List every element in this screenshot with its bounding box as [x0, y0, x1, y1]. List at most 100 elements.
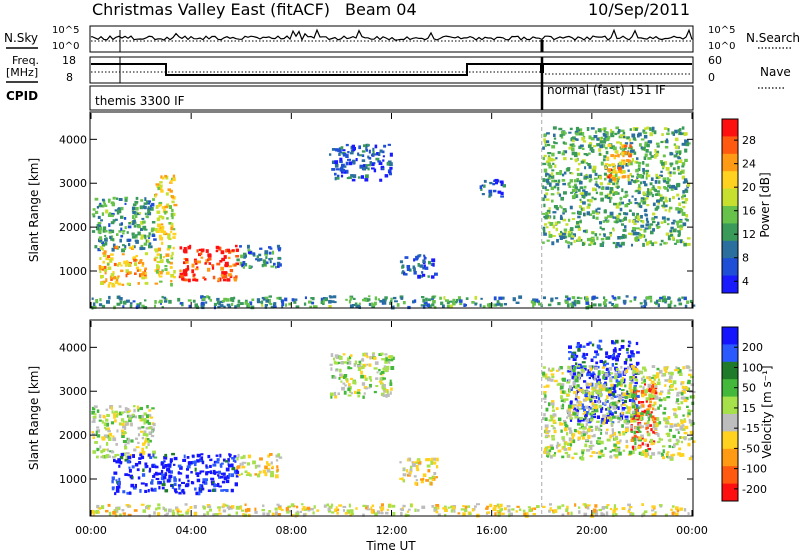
- echo-cell: [588, 142, 593, 146]
- echo-cell: [566, 241, 570, 244]
- echo-cell: [652, 404, 655, 407]
- echo-cell: [609, 199, 612, 203]
- colorbar-tick-label: -100: [742, 463, 767, 476]
- echo-cell: [599, 424, 603, 427]
- echo-cell: [326, 503, 329, 507]
- echo-cell: [559, 171, 562, 176]
- echo-cell: [577, 237, 581, 241]
- echo-cell: [223, 297, 228, 301]
- echo-cell: [147, 422, 151, 425]
- echo-cell: [582, 398, 587, 402]
- echo-cell: [496, 503, 500, 507]
- echo-cell: [599, 233, 602, 236]
- echo-cell: [642, 146, 645, 150]
- echo-cell: [615, 339, 619, 344]
- echo-cell: [545, 451, 549, 454]
- echo-cell: [120, 234, 124, 238]
- echo-cell: [605, 511, 609, 516]
- echo-cell: [598, 450, 603, 455]
- echo-cell: [572, 372, 577, 376]
- echo-cell: [574, 179, 577, 183]
- echo-cell: [363, 164, 367, 168]
- echo-cell: [371, 305, 374, 309]
- echo-cell: [628, 153, 632, 158]
- echo-cell: [672, 434, 676, 439]
- echo-cell: [547, 367, 550, 372]
- echo-cell: [407, 457, 412, 462]
- echo-cell: [149, 204, 152, 208]
- echo-cell: [101, 198, 105, 202]
- echo-cell: [463, 303, 466, 307]
- echo-cell: [562, 173, 565, 177]
- echo-cell: [573, 452, 578, 455]
- echo-cell: [567, 244, 570, 249]
- echo-cell: [656, 372, 660, 376]
- echo-cell: [547, 221, 551, 224]
- echo-cell: [400, 296, 404, 300]
- echo-cell: [627, 181, 632, 185]
- echo-cell: [656, 190, 660, 193]
- echo-cell: [112, 275, 117, 280]
- echo-cell: [91, 406, 96, 411]
- echo-cell: [243, 255, 246, 259]
- echo-cell: [641, 425, 645, 429]
- echo-cell: [139, 302, 142, 305]
- echo-cell: [640, 224, 645, 228]
- echo-cell: [652, 185, 655, 188]
- echo-cell: [218, 512, 222, 515]
- echo-cell: [657, 225, 661, 228]
- echo-cell: [330, 367, 333, 371]
- echo-cell: [636, 227, 640, 230]
- echo-cell: [545, 427, 548, 432]
- echo-cell: [569, 372, 573, 375]
- echo-cell: [112, 437, 117, 442]
- echo-cell: [235, 506, 240, 510]
- echo-cell: [335, 369, 339, 372]
- echo-cell: [383, 144, 387, 148]
- echo-cell: [110, 273, 115, 277]
- echo-cell: [579, 297, 583, 300]
- echo-cell: [409, 470, 412, 475]
- echo-cell: [611, 401, 616, 405]
- echo-cell: [578, 427, 582, 430]
- echo-cell: [646, 194, 650, 198]
- echo-cell: [591, 411, 595, 415]
- echo-cell: [587, 428, 592, 432]
- echo-cell: [571, 301, 576, 305]
- echo-cell: [407, 458, 409, 462]
- echo-cell: [672, 228, 677, 233]
- echo-cell: [593, 177, 598, 180]
- echo-cell: [625, 422, 629, 425]
- echo-cell: [423, 254, 426, 257]
- echo-cell: [613, 384, 617, 388]
- echo-cell: [111, 410, 114, 414]
- echo-cell: [632, 227, 636, 231]
- echo-cell: [387, 143, 391, 146]
- ytick-label: 2000: [59, 221, 87, 234]
- echo-cell: [664, 425, 669, 428]
- echo-cell: [217, 470, 221, 474]
- echo-cell: [665, 138, 669, 142]
- echo-cell: [469, 512, 472, 515]
- echo-cell: [560, 395, 563, 400]
- echo-cell: [144, 276, 148, 279]
- echo-cell: [332, 295, 337, 299]
- echo-cell: [669, 300, 673, 305]
- echo-cell: [137, 426, 142, 430]
- echo-cell: [205, 472, 208, 476]
- echo-cell: [460, 508, 465, 511]
- echo-cell: [646, 425, 649, 430]
- echo-cell: [186, 265, 189, 269]
- echo-cell: [427, 298, 432, 302]
- echo-cell: [92, 418, 96, 422]
- echo-cell: [116, 429, 119, 433]
- echo-cell: [572, 185, 575, 189]
- echo-cell: [161, 306, 164, 309]
- echo-cell: [127, 505, 130, 508]
- echo-cell: [634, 216, 638, 220]
- echo-cell: [544, 186, 547, 190]
- echo-cell: [154, 465, 159, 469]
- echo-cell: [328, 505, 333, 509]
- echo-cell: [121, 429, 125, 433]
- echo-cell: [669, 456, 674, 461]
